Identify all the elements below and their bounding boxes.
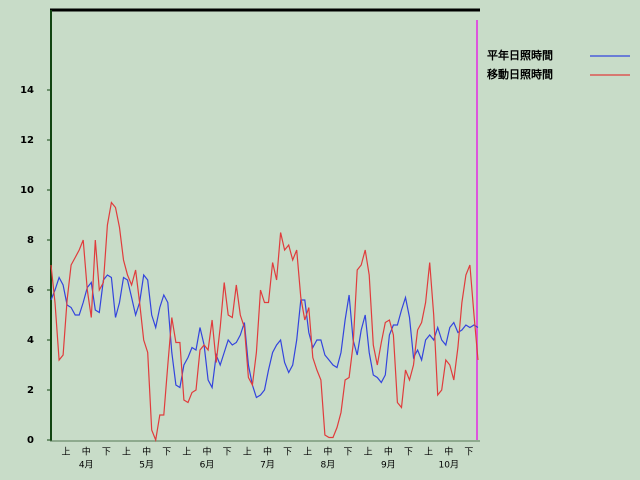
x-tick-label: 中 bbox=[263, 446, 272, 458]
x-tick-label: 中 bbox=[203, 446, 212, 458]
y-tick-label: 0 bbox=[27, 435, 34, 446]
month-label: 4月 bbox=[79, 460, 94, 471]
y-tick-label: 2 bbox=[27, 385, 34, 396]
y-tick-label: 12 bbox=[20, 135, 34, 146]
x-tick-label: 上 bbox=[424, 447, 433, 458]
y-tick-label: 6 bbox=[27, 285, 34, 296]
x-tick-label: 中 bbox=[82, 446, 91, 458]
month-label: 10月 bbox=[439, 460, 459, 471]
x-tick-label: 上 bbox=[62, 447, 71, 458]
x-tick-label: 下 bbox=[102, 448, 111, 458]
series-line bbox=[50, 273, 479, 399]
y-tick-label: 8 bbox=[27, 235, 34, 246]
x-tick-label: 上 bbox=[122, 447, 131, 458]
x-tick-label: 下 bbox=[344, 448, 353, 458]
legend-label: 平年日照時間 bbox=[487, 48, 553, 62]
x-tick-label: 中 bbox=[142, 446, 151, 458]
x-tick-label: 上 bbox=[364, 447, 373, 458]
x-tick-label: 中 bbox=[384, 446, 393, 458]
x-tick-label: 上 bbox=[243, 447, 252, 458]
month-label: 7月 bbox=[260, 460, 275, 471]
y-tick-label: 10 bbox=[20, 185, 34, 196]
x-tick-label: 下 bbox=[404, 448, 413, 458]
x-tick-label: 中 bbox=[323, 446, 332, 458]
x-tick-label: 中 bbox=[444, 446, 453, 458]
series-line bbox=[50, 201, 479, 443]
x-tick-label: 下 bbox=[162, 448, 171, 458]
month-label: 5月 bbox=[139, 460, 154, 471]
x-tick-label: 下 bbox=[464, 448, 473, 458]
month-label: 8月 bbox=[321, 460, 336, 471]
month-label: 9月 bbox=[381, 460, 396, 471]
x-tick-label: 上 bbox=[182, 447, 191, 458]
y-tick-label: 14 bbox=[20, 85, 34, 96]
x-tick-label: 下 bbox=[223, 448, 232, 458]
month-label: 6月 bbox=[200, 460, 215, 471]
x-tick-label: 上 bbox=[303, 447, 312, 458]
y-tick-label: 4 bbox=[27, 335, 34, 346]
legend-label: 移動日照時間 bbox=[487, 67, 553, 81]
x-tick-label: 下 bbox=[283, 448, 292, 458]
